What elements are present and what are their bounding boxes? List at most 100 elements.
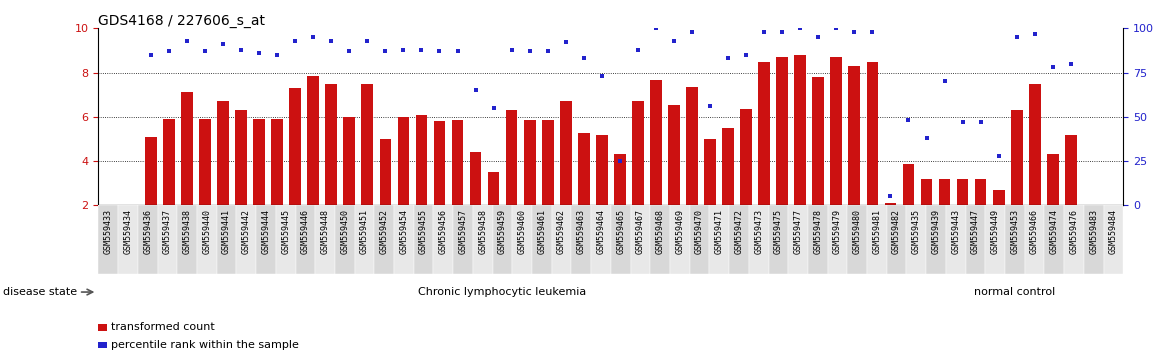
Point [593,73,611,79]
Point [448,48,467,54]
Bar [217,205,236,274]
Text: GSM559458: GSM559458 [478,209,488,254]
Bar [472,205,492,274]
Point [881,194,900,199]
Bar [197,205,217,274]
Text: transformed count: transformed count [111,322,215,332]
Point [431,48,449,54]
Bar [416,115,427,205]
Bar [433,205,453,274]
Bar [985,205,1005,274]
Bar [571,205,591,274]
Point [160,48,178,54]
Bar [902,164,915,205]
Bar [492,205,512,274]
Point [972,119,990,125]
Point [322,38,340,44]
Point [646,25,665,31]
Bar [1064,205,1084,274]
Bar [199,119,211,205]
Bar [290,88,301,205]
Text: GSM559450: GSM559450 [340,209,350,254]
Point [340,48,359,54]
Bar [939,179,951,205]
Point [232,47,250,52]
Text: GSM559477: GSM559477 [793,209,802,254]
Bar [926,205,946,274]
Text: GSM559481: GSM559481 [872,209,881,254]
Point [772,29,791,35]
Bar [975,179,987,205]
Bar [1047,154,1058,205]
Point [1043,64,1062,70]
Bar [813,77,824,205]
Text: GSM559446: GSM559446 [301,209,310,254]
Bar [758,62,770,205]
Bar [887,205,907,274]
Text: GSM559472: GSM559472 [734,209,743,254]
Bar [218,101,229,205]
Text: GSM559437: GSM559437 [163,209,171,254]
Bar [235,110,247,205]
Point [141,52,160,58]
Text: GSM559448: GSM559448 [321,209,330,254]
Text: GSM559462: GSM559462 [557,209,566,254]
Text: GSM559445: GSM559445 [281,209,291,254]
Text: GSM559471: GSM559471 [714,209,724,254]
Bar [344,117,356,205]
Bar [769,205,789,274]
Bar [704,139,716,205]
Bar [596,135,608,205]
Point [936,79,954,84]
Bar [578,133,589,205]
Bar [532,205,551,274]
Bar [295,205,315,274]
Bar [614,154,625,205]
Bar [992,190,1004,205]
Bar [506,110,518,205]
Bar [177,205,197,274]
Text: normal control: normal control [974,287,1055,297]
Text: GSM559452: GSM559452 [380,209,389,254]
Text: GSM559447: GSM559447 [970,209,980,254]
Text: GSM559457: GSM559457 [459,209,468,254]
Point [303,34,322,40]
Point [683,29,702,35]
Point [376,48,395,54]
Bar [354,205,374,274]
Text: GSM559441: GSM559441 [222,209,232,254]
Bar [236,205,256,274]
Point [755,29,774,35]
Point [900,118,918,123]
Bar [651,205,670,274]
Bar [470,152,482,205]
Bar [1005,205,1025,274]
Bar [254,119,265,205]
Text: GSM559482: GSM559482 [892,209,901,254]
Bar [452,120,463,205]
Bar [749,205,769,274]
Bar [315,205,335,274]
Text: GSM559456: GSM559456 [439,209,448,254]
Bar [710,205,730,274]
Bar [885,203,896,205]
Point [250,50,269,56]
Text: GSM559440: GSM559440 [203,209,211,254]
Text: GSM559434: GSM559434 [124,209,132,254]
Bar [866,62,878,205]
Bar [394,205,413,274]
Bar [808,205,828,274]
Text: GSM559435: GSM559435 [911,209,921,254]
Text: GSM559436: GSM559436 [144,209,152,254]
Bar [433,121,446,205]
Bar [631,205,651,274]
Bar [380,139,391,205]
Bar [789,205,808,274]
Bar [794,55,806,205]
Text: GSM559461: GSM559461 [537,209,547,254]
Bar [163,119,175,205]
Point [719,56,738,61]
Bar [611,205,631,274]
Text: GSM559459: GSM559459 [498,209,507,254]
Bar [488,172,499,205]
